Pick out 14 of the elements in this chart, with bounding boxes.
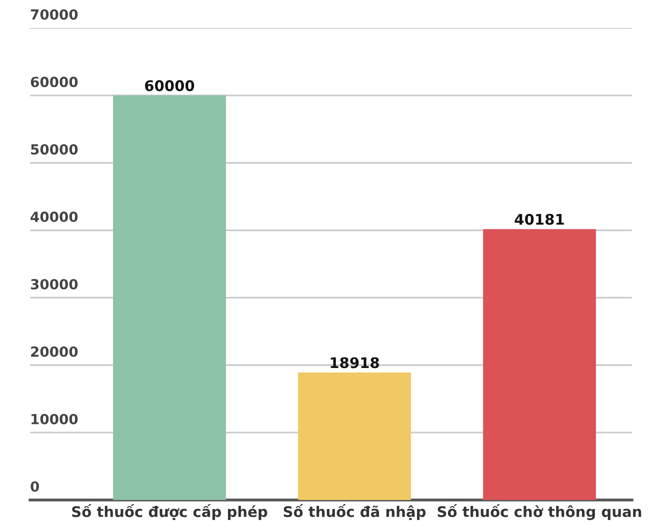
y-tick-label: 70000 bbox=[30, 9, 78, 20]
y-tick-label: 10000 bbox=[32, 414, 78, 424]
y-tick-label: 50000 bbox=[31, 144, 78, 155]
y-tick-label: 60000 bbox=[30, 76, 78, 88]
x-tick-label: Số thuốc đã nhập bbox=[284, 504, 426, 520]
y-tick-label: 30000 bbox=[30, 278, 78, 290]
x-tick-label: Số thuốc được cấp phép bbox=[72, 504, 268, 520]
y-tick-label: 40000 bbox=[30, 212, 78, 222]
y-tick-label: 0 bbox=[30, 481, 39, 492]
y-tick-label: 20000 bbox=[31, 346, 78, 357]
x-tick-label: Số thuốc chờ thông quan bbox=[438, 504, 642, 520]
data-label: 60000 bbox=[145, 80, 194, 92]
data-label: 40181 bbox=[514, 214, 564, 225]
data-label: 18918 bbox=[330, 357, 379, 368]
